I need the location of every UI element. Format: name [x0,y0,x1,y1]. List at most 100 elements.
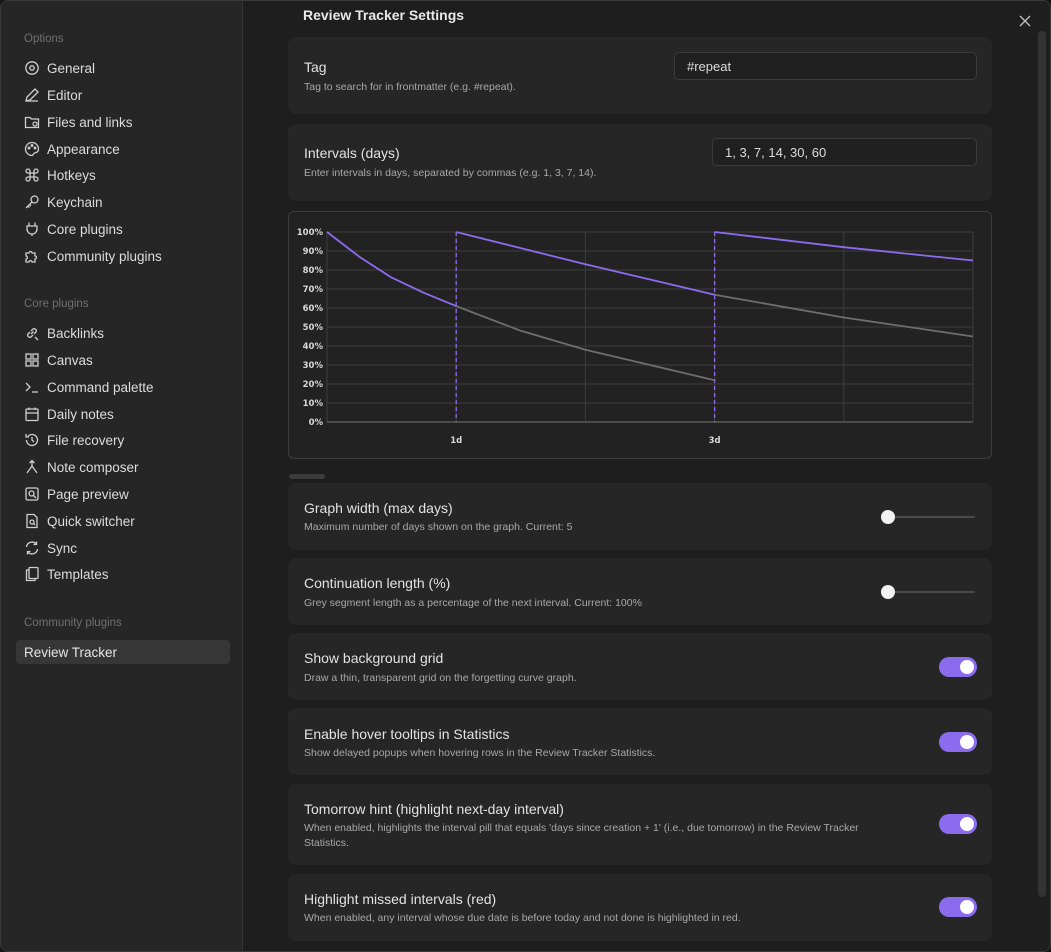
slider-thumb[interactable] [881,585,895,599]
setting-description: Grey segment length as a percentage of t… [304,597,642,609]
setting-intervals: Intervals (days) Enter intervals in days… [288,124,992,201]
sidebar-item-editor[interactable]: Editor [16,83,230,107]
continuation-curve-segment [455,305,715,382]
sidebar-item-core-plugins[interactable]: Core plugins [16,217,230,241]
plug-icon [24,221,40,237]
horizontal-scrollbar[interactable] [289,474,325,479]
sidebar-item-daily-notes[interactable]: Daily notes [16,402,230,426]
setting-description-cont: Statistics. [304,837,349,849]
hover-tooltips-toggle[interactable] [939,732,977,752]
settings-sidebar: Options General Editor Files and links A… [1,1,243,951]
terminal-icon [24,379,40,395]
retention-curve-segment [455,231,715,296]
sidebar-item-label: Editor [47,87,83,103]
sidebar-item-command-palette[interactable]: Command palette [16,375,230,399]
sidebar-item-backlinks[interactable]: Backlinks [16,321,230,345]
graph-width-slider[interactable] [881,510,975,524]
sidebar-item-keychain[interactable]: Keychain [16,190,230,214]
y-tick-label: 80% [303,266,324,276]
tag-input[interactable]: #repeat [674,52,977,80]
y-tick-label: 60% [303,304,324,314]
sidebar-item-file-recovery[interactable]: File recovery [16,428,230,452]
close-icon [1019,15,1031,27]
sidebar-item-label: Canvas [47,352,93,368]
toggle-knob [960,660,974,674]
slider-thumb[interactable] [881,510,895,524]
forgetting-curve-chart: 100% 90% 80% 70% 60% 50% 40% 30% 20% 10% 0% 1d 3d [297,228,974,446]
setting-tomorrow-hint: Tomorrow hint (highlight next-day interv… [288,784,992,865]
y-tick-label: 70% [303,285,324,295]
continuation-length-slider[interactable] [881,585,975,599]
setting-continuation-length: Continuation length (%) Grey segment len… [288,558,992,625]
retention-curve-segment [714,231,974,262]
sidebar-item-label: Command palette [47,379,154,395]
sidebar-item-label: Quick switcher [47,513,135,529]
history-icon [24,432,40,448]
sidebar-item-label: Core plugins [47,221,123,237]
toggle-knob [960,900,974,914]
y-tick-label: 50% [303,323,324,333]
missed-intervals-toggle[interactable] [939,897,977,917]
palette-icon [24,141,40,157]
intervals-input[interactable]: 1, 3, 7, 14, 30, 60 [712,138,977,166]
setting-name: Graph width (max days) [304,500,453,516]
sidebar-item-label: Daily notes [47,406,114,422]
y-tick-label: 10% [303,399,324,409]
sidebar-item-canvas[interactable]: Canvas [16,348,230,372]
setting-description: When enabled, highlights the interval pi… [304,822,859,834]
sidebar-item-label: General [47,60,96,76]
sidebar-item-label: Appearance [47,141,120,157]
sidebar-item-label: Hotkeys [47,167,96,183]
y-tick-label: 40% [303,342,324,352]
forgetting-curve-graph: 100% 90% 80% 70% 60% 50% 40% 30% 20% 10% 0% 1d 3d [288,211,992,459]
y-tick-label: 100% [297,228,324,238]
sidebar-item-templates[interactable]: Templates [16,562,230,586]
setting-description: Enter intervals in days, separated by co… [304,167,597,179]
sidebar-item-label: File recovery [47,432,125,448]
setting-description: Draw a thin, transparent grid on the for… [304,672,577,684]
sidebar-item-community-plugins[interactable]: Community plugins [16,244,230,268]
setting-graph-width: Graph width (max days) Maximum number of… [288,483,992,550]
slider-track [881,516,975,518]
copy-icon [24,566,40,582]
setting-name: Enable hover tooltips in Statistics [304,726,510,742]
y-tick-label: 20% [303,380,324,390]
continuation-curve-segment [714,293,974,338]
setting-name: Tag [304,59,327,75]
close-button[interactable] [1017,13,1033,29]
file-search-icon [24,513,40,529]
sidebar-item-page-preview[interactable]: Page preview [16,482,230,506]
sidebar-item-sync[interactable]: Sync [16,536,230,560]
sidebar-item-review-tracker[interactable]: Review Tracker [16,640,230,664]
x-tick-label: 1d [450,436,462,446]
merge-icon [24,459,40,475]
sidebar-item-label: Files and links [47,114,133,130]
sync-icon [24,540,40,556]
retention-curve-segment [326,231,457,307]
setting-name: Show background grid [304,650,444,666]
toggle-knob [960,735,974,749]
layout-icon [24,352,40,368]
sidebar-item-appearance[interactable]: Appearance [16,137,230,161]
setting-name: Continuation length (%) [304,575,451,591]
sidebar-item-label: Sync [47,540,78,556]
sidebar-item-general[interactable]: General [16,56,230,80]
vertical-scrollbar[interactable] [1038,31,1046,897]
sidebar-item-hotkeys[interactable]: Hotkeys [16,163,230,187]
setting-description: Maximum number of days shown on the grap… [304,521,573,533]
sidebar-item-quick-switcher[interactable]: Quick switcher [16,509,230,533]
page-title: Review Tracker Settings [303,7,465,23]
slider-track [881,591,975,593]
background-grid-toggle[interactable] [939,657,977,677]
sidebar-item-files-and-links[interactable]: Files and links [16,110,230,134]
sidebar-item-note-composer[interactable]: Note composer [16,455,230,479]
y-tick-label: 0% [309,418,324,428]
sidebar-heading-community-plugins: Community plugins [24,617,122,629]
preview-icon [24,486,40,502]
sidebar-heading-core-plugins: Core plugins [24,298,89,310]
tomorrow-hint-toggle[interactable] [939,814,977,834]
setting-missed-intervals: Highlight missed intervals (red) When en… [288,874,992,941]
puzzle-icon [24,248,40,264]
sidebar-item-label: Note composer [47,459,139,475]
